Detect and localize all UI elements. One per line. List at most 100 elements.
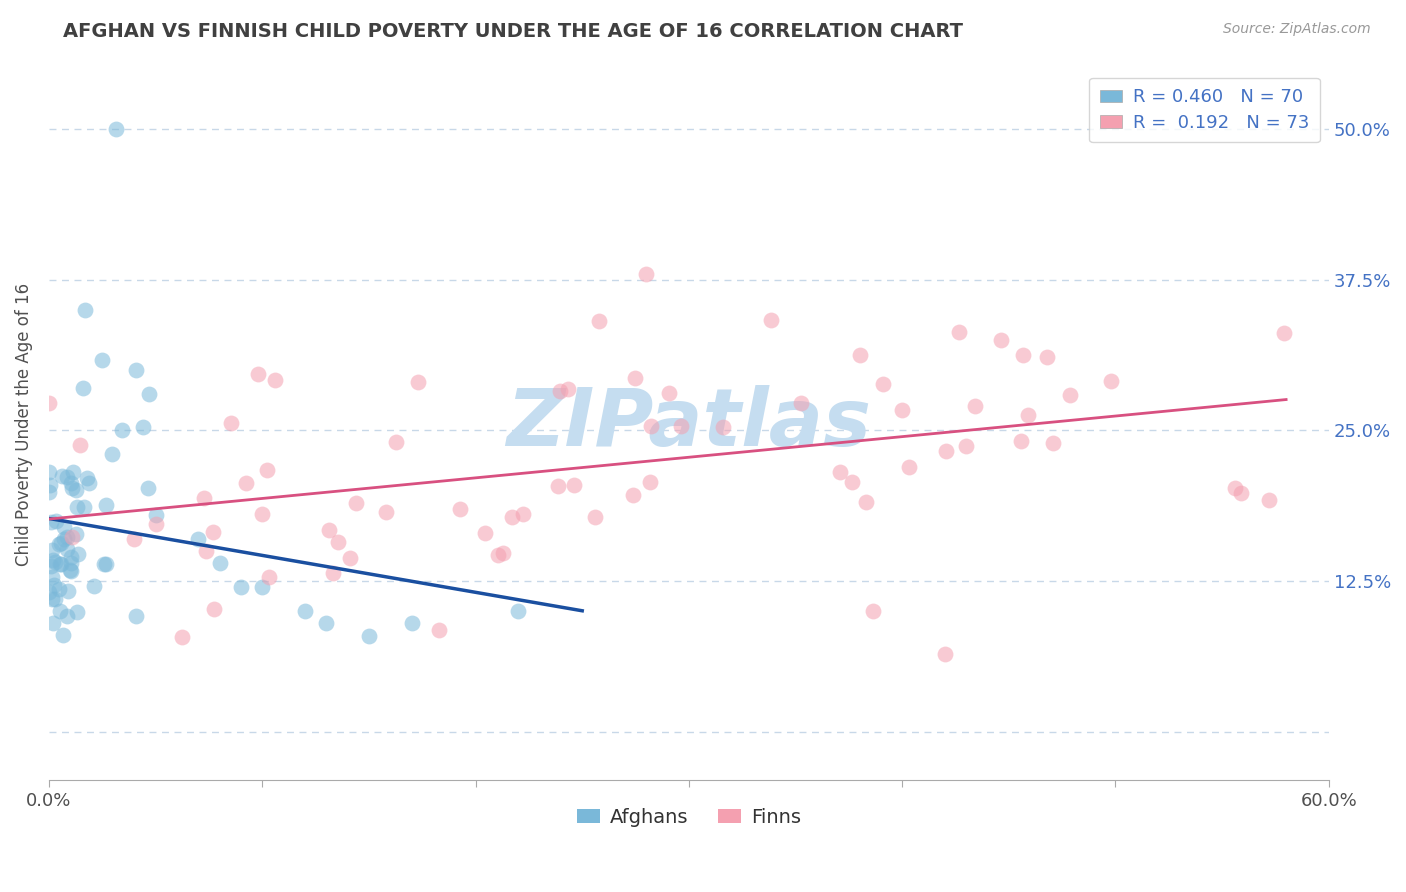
- Point: [72, 381, 94, 395]
- Point: [94, 499, 117, 513]
- Point: [56, 541, 79, 556]
- Point: [872, 376, 894, 391]
- Point: [264, 373, 287, 387]
- Point: [69, 438, 91, 452]
- Point: [790, 395, 813, 409]
- Point: [93, 557, 115, 571]
- Point: [562, 478, 585, 492]
- Point: [621, 488, 644, 502]
- Point: [62, 465, 84, 479]
- Point: [638, 475, 661, 490]
- Point: [1011, 348, 1033, 362]
- Point: [73, 302, 96, 317]
- Point: [41, 570, 63, 584]
- Point: [547, 479, 569, 493]
- Point: [252, 580, 274, 594]
- Point: [855, 495, 877, 509]
- Point: [1258, 492, 1281, 507]
- Point: [51, 469, 73, 483]
- Point: [294, 604, 316, 618]
- Point: [508, 604, 530, 618]
- Point: [1225, 481, 1247, 495]
- Point: [357, 628, 380, 642]
- Point: [48, 582, 70, 596]
- Point: [583, 510, 606, 524]
- Point: [474, 526, 496, 541]
- Point: [56, 609, 79, 624]
- Point: [339, 551, 361, 566]
- Point: [344, 496, 367, 510]
- Point: [322, 566, 344, 581]
- Point: [557, 382, 579, 396]
- Point: [73, 500, 96, 514]
- Point: [891, 402, 914, 417]
- Text: ZIPatlas: ZIPatlas: [506, 385, 872, 464]
- Point: [48, 537, 70, 551]
- Point: [202, 602, 225, 616]
- Point: [897, 460, 920, 475]
- Point: [246, 367, 269, 381]
- Point: [42, 552, 65, 566]
- Point: [588, 314, 610, 328]
- Point: [935, 443, 957, 458]
- Point: [59, 549, 82, 564]
- Point: [955, 439, 977, 453]
- Point: [257, 570, 280, 584]
- Point: [91, 353, 114, 368]
- Point: [62, 481, 84, 495]
- Point: [38, 478, 60, 492]
- Point: [948, 325, 970, 339]
- Point: [59, 562, 82, 576]
- Point: [170, 630, 193, 644]
- Point: [219, 416, 242, 430]
- Point: [492, 546, 515, 560]
- Point: [194, 544, 217, 558]
- Point: [94, 557, 117, 571]
- Point: [486, 548, 509, 562]
- Point: [828, 465, 851, 479]
- Text: Source: ZipAtlas.com: Source: ZipAtlas.com: [1223, 22, 1371, 37]
- Point: [66, 606, 89, 620]
- Point: [38, 395, 60, 409]
- Point: [104, 121, 127, 136]
- Point: [193, 491, 215, 506]
- Point: [315, 616, 337, 631]
- Point: [56, 530, 79, 544]
- Point: [1059, 388, 1081, 402]
- Point: [318, 523, 340, 537]
- Point: [38, 465, 60, 479]
- Point: [208, 556, 231, 570]
- Point: [53, 520, 76, 534]
- Point: [990, 334, 1012, 348]
- Point: [125, 363, 148, 377]
- Point: [39, 558, 62, 573]
- Point: [862, 604, 884, 618]
- Point: [711, 420, 734, 434]
- Point: [202, 524, 225, 539]
- Point: [187, 532, 209, 546]
- Point: [49, 557, 72, 571]
- Point: [65, 527, 87, 541]
- Point: [1272, 326, 1295, 341]
- Point: [550, 384, 572, 399]
- Point: [83, 578, 105, 592]
- Point: [145, 516, 167, 531]
- Point: [841, 475, 863, 489]
- Point: [138, 387, 160, 401]
- Y-axis label: Child Poverty Under the Age of 16: Child Poverty Under the Age of 16: [15, 283, 32, 566]
- Point: [640, 419, 662, 434]
- Point: [122, 532, 145, 546]
- Point: [669, 419, 692, 434]
- Point: [1035, 350, 1057, 364]
- Point: [427, 623, 450, 637]
- Point: [965, 399, 987, 413]
- Point: [38, 484, 60, 499]
- Point: [76, 471, 98, 485]
- Point: [45, 514, 67, 528]
- Point: [52, 628, 75, 642]
- Point: [759, 313, 782, 327]
- Point: [77, 475, 100, 490]
- Point: [136, 481, 159, 495]
- Point: [512, 507, 534, 521]
- Point: [125, 609, 148, 624]
